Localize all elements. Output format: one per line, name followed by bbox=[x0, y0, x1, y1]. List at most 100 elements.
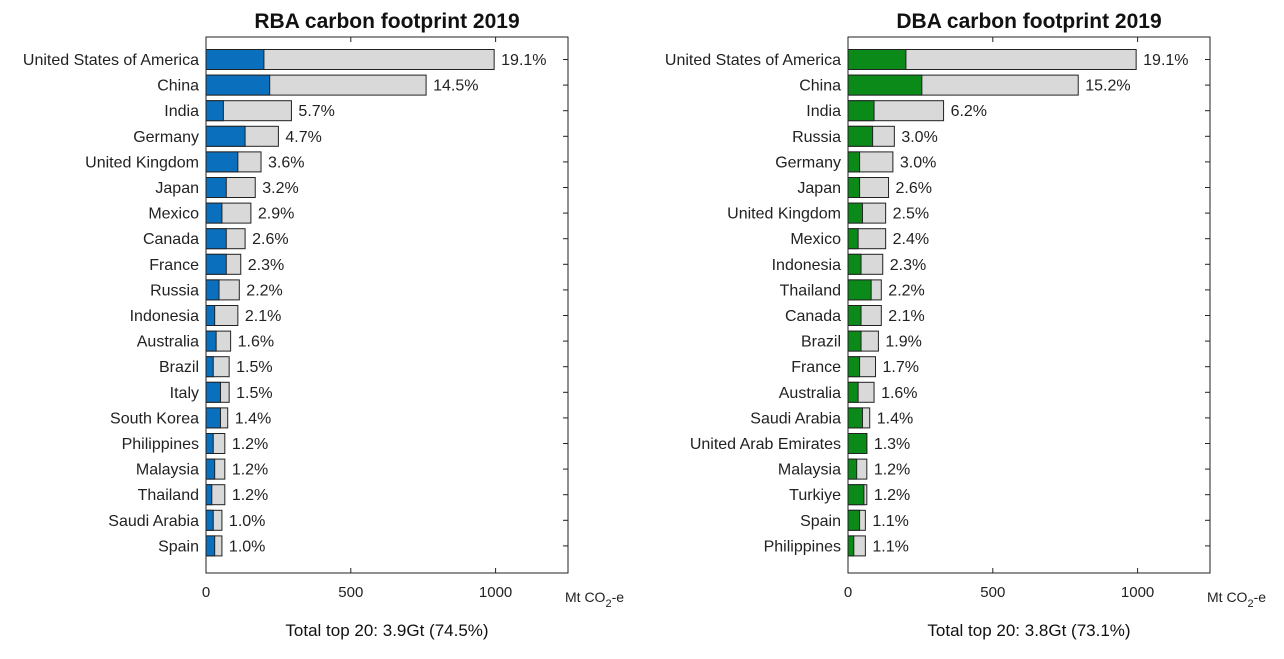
rba-data-label: 5.7% bbox=[298, 103, 334, 120]
rba-category-label: South Korea bbox=[110, 410, 199, 427]
dba-bar-highlight bbox=[847, 100, 875, 122]
dba-data-label: 1.1% bbox=[872, 513, 908, 530]
dba-data-label: 1.2% bbox=[874, 462, 910, 479]
dba-category-label: Indonesia bbox=[772, 257, 841, 274]
rba-data-label: 2.1% bbox=[245, 308, 281, 325]
dba-category-label: Japan bbox=[797, 180, 841, 197]
dba-data-label: 1.1% bbox=[872, 538, 908, 555]
rba-category-label: Indonesia bbox=[130, 308, 199, 325]
rba-bar-highlight bbox=[205, 253, 227, 275]
rba-unit-label: Mt CO2-e bbox=[565, 589, 624, 610]
rba-bar-highlight bbox=[205, 177, 227, 198]
rba-data-label: 1.5% bbox=[236, 385, 272, 402]
dba-bar-highlight bbox=[847, 509, 861, 531]
rba-category-label: United States of America bbox=[23, 52, 199, 69]
rba-category-label: Philippines bbox=[122, 436, 199, 453]
rba-category-label: Russia bbox=[150, 282, 199, 299]
rba-data-label: 4.7% bbox=[285, 129, 321, 146]
rba-data-label: 1.0% bbox=[229, 538, 265, 555]
rba-bar-highlight bbox=[205, 509, 214, 531]
rba-data-label: 1.4% bbox=[235, 410, 271, 427]
rba-total-caption: Total top 20: 3.9Gt (74.5%) bbox=[285, 621, 488, 640]
rba-bar-highlight bbox=[205, 151, 239, 173]
dba-data-label: 1.7% bbox=[883, 359, 919, 376]
dba-category-label: United States of America bbox=[665, 52, 841, 69]
dba-data-label: 1.9% bbox=[885, 334, 921, 351]
dba-bar-chart: DBA carbon footprint 2019 0 500 1000 Mt CO2-… bbox=[665, 10, 1266, 640]
rba-data-label: 2.2% bbox=[246, 282, 282, 299]
rba-bar-highlight bbox=[205, 381, 221, 403]
rba-xtick-label: 1000 bbox=[479, 584, 512, 601]
dba-bar-highlight bbox=[847, 330, 862, 352]
rba-bar-highlight bbox=[205, 228, 227, 250]
rba-bar-highlight bbox=[205, 407, 221, 429]
rba-bar-highlight bbox=[205, 279, 220, 301]
rba-data-label: 14.5% bbox=[433, 78, 478, 95]
rba-chart-panel: RBA carbon footprint 2019 0 500 1000 Mt CO2-… bbox=[23, 10, 624, 640]
rba-bar-highlight bbox=[205, 202, 223, 224]
dba-bar-highlight bbox=[847, 433, 868, 454]
dba-bar-highlight bbox=[847, 253, 862, 275]
rba-bar-highlight bbox=[205, 74, 271, 96]
rba-xtick-label: 500 bbox=[338, 584, 363, 601]
dba-category-label: Philippines bbox=[764, 538, 841, 555]
dba-bar-highlight bbox=[847, 228, 859, 250]
rba-category-label: Malaysia bbox=[136, 462, 199, 479]
rba-xtick-label: 0 bbox=[202, 584, 210, 601]
rba-data-label: 1.2% bbox=[232, 462, 268, 479]
rba-bar-highlight bbox=[205, 49, 265, 70]
rba-data-label: 1.2% bbox=[232, 436, 268, 453]
dba-data-label: 2.6% bbox=[896, 180, 932, 197]
rba-category-label: Australia bbox=[137, 334, 199, 351]
rba-data-label: 2.9% bbox=[258, 206, 294, 223]
dba-bar-highlight bbox=[847, 125, 874, 147]
rba-category-label: China bbox=[157, 78, 199, 95]
dba-data-label: 2.2% bbox=[888, 282, 924, 299]
dba-data-label: 6.2% bbox=[951, 103, 987, 120]
dba-bar-highlight bbox=[847, 177, 861, 198]
dba-data-label: 1.2% bbox=[874, 487, 910, 504]
rba-bar-highlight bbox=[205, 100, 224, 122]
dba-data-label: 1.6% bbox=[881, 385, 917, 402]
rba-bar-highlight bbox=[205, 535, 216, 557]
dba-chart-panel: DBA carbon footprint 2019 0 500 1000 Mt CO2-… bbox=[642, 0, 1284, 659]
rba-category-label: France bbox=[149, 257, 199, 274]
rba-data-label: 1.6% bbox=[238, 334, 274, 351]
dba-data-label: 19.1% bbox=[1143, 52, 1188, 69]
dba-category-label: Thailand bbox=[780, 282, 841, 299]
dba-chart-title: DBA carbon footprint 2019 bbox=[896, 10, 1161, 33]
dba-data-label: 2.4% bbox=[893, 231, 929, 248]
dba-category-label: Malaysia bbox=[778, 462, 841, 479]
rba-category-label: Mexico bbox=[148, 206, 199, 223]
rba-category-label: Italy bbox=[170, 385, 199, 402]
dba-data-label: 1.3% bbox=[874, 436, 910, 453]
dba-data-label: 3.0% bbox=[901, 129, 937, 146]
dba-xtick-label: 1000 bbox=[1121, 584, 1154, 601]
dba-bar-highlight bbox=[847, 484, 865, 506]
rba-bar-highlight bbox=[205, 330, 217, 352]
rba-data-label: 19.1% bbox=[501, 52, 546, 69]
dba-category-label: India bbox=[806, 103, 841, 120]
dba-bar-highlight bbox=[847, 74, 923, 96]
dba-category-label: Canada bbox=[785, 308, 841, 325]
rba-category-label: India bbox=[164, 103, 199, 120]
rba-data-label: 1.2% bbox=[232, 487, 268, 504]
dba-total-caption: Total top 20: 3.8Gt (73.1%) bbox=[927, 621, 1130, 640]
dba-category-label: Spain bbox=[800, 513, 841, 530]
dba-category-label: Germany bbox=[775, 154, 841, 171]
dba-bar-highlight bbox=[847, 356, 861, 378]
rba-data-label: 3.6% bbox=[268, 154, 304, 171]
rba-chart-title: RBA carbon footprint 2019 bbox=[254, 10, 519, 33]
rba-data-label: 1.0% bbox=[229, 513, 265, 530]
dba-data-label: 3.0% bbox=[900, 154, 936, 171]
rba-data-label: 3.2% bbox=[262, 180, 298, 197]
rba-category-label: Germany bbox=[133, 129, 199, 146]
dba-xtick-label: 0 bbox=[844, 584, 852, 601]
dba-category-label: Mexico bbox=[790, 231, 841, 248]
rba-category-label: Spain bbox=[158, 538, 199, 555]
rba-bar-highlight bbox=[205, 356, 214, 378]
dba-bar-highlight bbox=[847, 535, 855, 557]
dba-category-label: Saudi Arabia bbox=[750, 410, 841, 427]
rba-bar-highlight bbox=[205, 305, 216, 326]
rba-bar-highlight bbox=[205, 458, 216, 480]
